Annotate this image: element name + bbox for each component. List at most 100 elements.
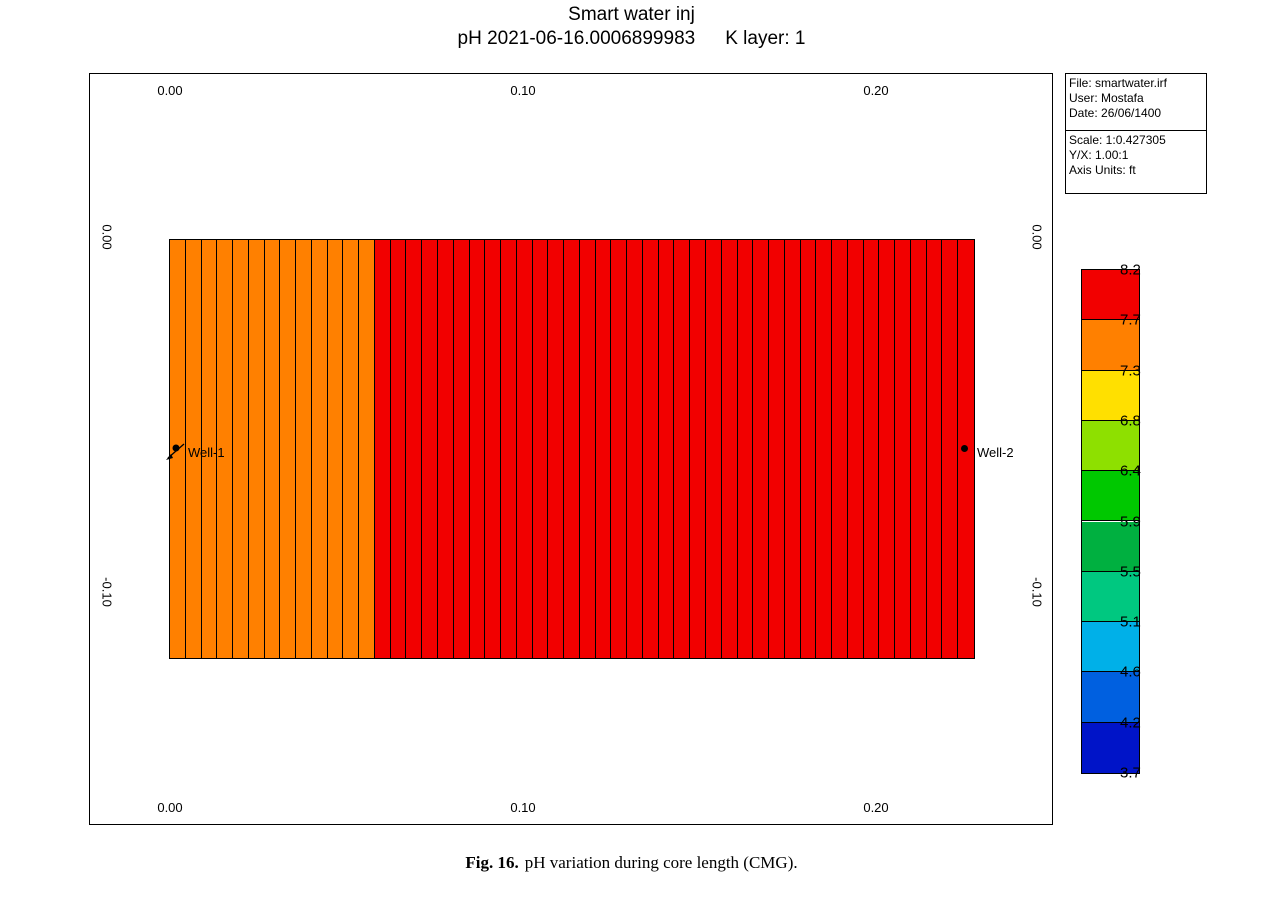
- y-tick-right: -0.10: [1029, 577, 1045, 607]
- file-date: Date: 26/06/1400: [1069, 106, 1162, 120]
- grid-cell: [422, 240, 438, 658]
- grid-cell: [264, 240, 281, 658]
- legend-label: 6.8: [1120, 412, 1141, 430]
- y-tick-left: 0.00: [99, 224, 115, 250]
- legend-label: 5.1: [1120, 613, 1141, 631]
- scale-value: Scale: 1:0.427305: [1069, 133, 1166, 147]
- grid-cell: [516, 240, 533, 658]
- grid-cell: [595, 240, 612, 658]
- grid-cell: [579, 240, 596, 658]
- grid-cell: [469, 240, 486, 658]
- grid-cell: [674, 240, 691, 658]
- user-name: User: Mostafa: [1069, 91, 1144, 105]
- grid-cell: [501, 240, 517, 658]
- grid-cell: [642, 240, 659, 658]
- grid-cell: [847, 240, 864, 658]
- scale-info-box: Scale: 1:0.427305 Y/X: 1.00:1 Axis Units…: [1065, 131, 1207, 194]
- legend-swatch: [1082, 622, 1139, 673]
- grid-cell: [658, 240, 675, 658]
- grid-cell: [532, 240, 549, 658]
- injector-arrow-icon: [166, 454, 173, 460]
- y-tick-right: 0.00: [1029, 224, 1045, 250]
- grid-cell: [438, 240, 454, 658]
- grid-cell: [942, 240, 959, 658]
- grid-cell: [690, 240, 706, 658]
- grid-cell: [832, 240, 848, 658]
- legend-label: 8.2: [1120, 261, 1141, 279]
- grid-cell: [327, 240, 344, 658]
- grid-cell: [548, 240, 565, 658]
- file-info-box: File: smartwater.irf User: Mostafa Date:…: [1065, 73, 1207, 131]
- chart-title: Smart water inj: [568, 4, 695, 25]
- grid-cell: [721, 240, 738, 658]
- well-2-marker[interactable]: [961, 445, 968, 452]
- grid-cell: [406, 240, 423, 658]
- grid-cell: [564, 240, 580, 658]
- grid-cell: [390, 240, 407, 658]
- color-legend: [1081, 269, 1140, 774]
- legend-swatch: [1082, 571, 1139, 623]
- x-tick-bottom: 0.00: [157, 800, 183, 815]
- well-1-marker[interactable]: [162, 440, 192, 464]
- x-tick-top: 0.10: [510, 83, 536, 98]
- plot-frame: [89, 73, 1053, 825]
- grid-cell: [248, 240, 265, 658]
- grid-cell: [895, 240, 911, 658]
- well-1-dot: [172, 444, 180, 452]
- grid-cell: [343, 240, 360, 658]
- legend-label: 3.7: [1120, 764, 1141, 782]
- grid-cell: [926, 240, 943, 658]
- x-tick-bottom: 0.20: [863, 800, 889, 815]
- well-1-label: Well-1: [188, 445, 225, 460]
- grid-cell: [296, 240, 312, 658]
- grid-cell: [201, 240, 218, 658]
- grid-cell: [753, 240, 770, 658]
- grid-cell: [359, 240, 375, 658]
- grid-cell: [280, 240, 297, 658]
- grid-cell: [879, 240, 896, 658]
- chart-subtitle: pH 2021-06-16.0006899983 K layer: 1: [0, 28, 1263, 50]
- grid-cell: [311, 240, 328, 658]
- grid-cell: [784, 240, 801, 658]
- grid-cell: [863, 240, 880, 658]
- legend-label: 5.5: [1120, 563, 1141, 581]
- legend-swatch: [1082, 521, 1139, 572]
- legend-label: 4.6: [1120, 663, 1141, 681]
- grid-cell: [611, 240, 628, 658]
- grid-cell: [816, 240, 833, 658]
- legend-label: 5.9: [1120, 513, 1141, 530]
- grid-cell: [485, 240, 502, 658]
- x-tick-bottom: 0.10: [510, 800, 536, 815]
- legend-label: 4.2: [1120, 714, 1141, 732]
- subtitle-property: pH 2021-06-16.0006899983: [457, 28, 696, 49]
- caption-label: Fig. 16.: [465, 853, 519, 872]
- figure-caption: Fig. 16. pH variation during core length …: [0, 853, 1263, 873]
- subtitle-layer: K layer: 1: [725, 28, 806, 49]
- grid-cell: [453, 240, 470, 658]
- grid-cell: [737, 240, 754, 658]
- file-name: File: smartwater.irf: [1069, 76, 1168, 90]
- ph-grid: [169, 239, 975, 659]
- y-tick-left: -0.10: [99, 577, 115, 607]
- grid-cell: [706, 240, 722, 658]
- x-tick-top: 0.00: [157, 83, 183, 98]
- caption-text: pH variation during core length (CMG).: [524, 853, 798, 872]
- grid-cell: [627, 240, 643, 658]
- legend-swatch: [1082, 270, 1139, 321]
- x-tick-top: 0.20: [863, 83, 889, 98]
- well-2-label: Well-2: [977, 445, 1014, 460]
- yx-ratio: Y/X: 1.00:1: [1069, 148, 1129, 162]
- grid-cell: [233, 240, 249, 658]
- legend-swatch: [1082, 420, 1139, 472]
- legend-swatch: [1082, 320, 1139, 371]
- legend-label: 6.4: [1120, 462, 1141, 480]
- grid-cell: [374, 240, 391, 658]
- grid-cell: [217, 240, 234, 658]
- legend-swatch: [1082, 722, 1139, 773]
- grid-cell: [800, 240, 817, 658]
- legend-swatch: [1082, 672, 1139, 723]
- legend-label: 7.3: [1120, 362, 1141, 380]
- grid-cell: [185, 240, 202, 658]
- legend-swatch: [1082, 471, 1139, 522]
- grid-cell: [910, 240, 927, 658]
